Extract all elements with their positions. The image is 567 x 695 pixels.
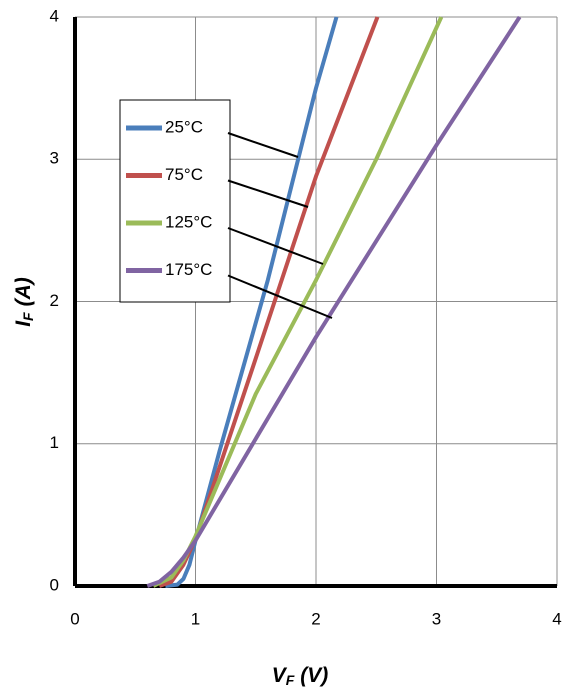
series-line	[152, 16, 444, 588]
series-line	[146, 15, 522, 588]
x-tick-label: 3	[432, 609, 441, 628]
y-tick-label: 3	[50, 149, 59, 168]
legend-label: 125°C	[165, 212, 212, 231]
y-tick-label: 1	[50, 433, 59, 452]
y-tick-label: 2	[50, 291, 59, 310]
x-tick-label: 1	[191, 609, 200, 628]
y-tick-label: 0	[50, 575, 59, 594]
x-axis-label: VF (V)	[272, 664, 329, 688]
leader-line	[227, 179, 309, 208]
x-tick-label: 4	[552, 609, 561, 628]
y-axis-label: IF(A)	[12, 277, 36, 327]
x-tick-label: 0	[70, 609, 79, 628]
leader-line	[227, 274, 333, 319]
y-tick-label: 4	[50, 6, 59, 25]
legend-label: 175°C	[165, 260, 212, 279]
legend-label: 75°C	[165, 165, 203, 184]
x-tick-label: 2	[311, 609, 320, 628]
legend-label: 25°C	[165, 117, 203, 136]
leader-line	[227, 227, 324, 265]
leader-line	[227, 132, 299, 158]
